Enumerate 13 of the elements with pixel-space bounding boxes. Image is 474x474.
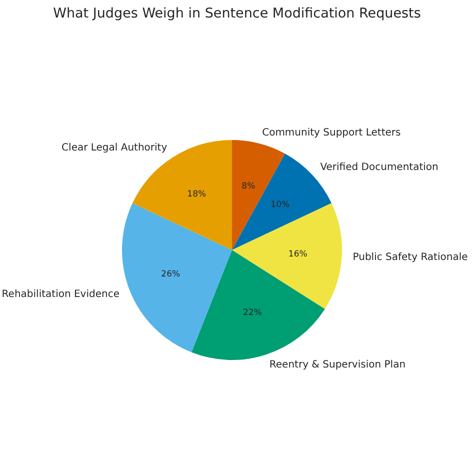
slice-label: Reentry & Supervision Plan [269,360,406,371]
slice-label: Public Safety Rationale [352,252,468,264]
data-label: 22% [242,308,262,318]
data-label: 16% [288,249,308,260]
chart-title: What Judges Weigh in Sentence Modification Requests [53,6,421,22]
slice-label: Verified Documentation [320,162,438,173]
data-label: 26% [161,270,180,280]
data-label: 8% [242,181,256,192]
slice-label: Clear Legal Authority [62,142,168,154]
slice-label: Rehabilitation Evidence [2,289,120,300]
slice-label: Community Support Letters [262,127,401,138]
data-label: 18% [187,189,206,200]
data-label: 10% [270,200,290,210]
